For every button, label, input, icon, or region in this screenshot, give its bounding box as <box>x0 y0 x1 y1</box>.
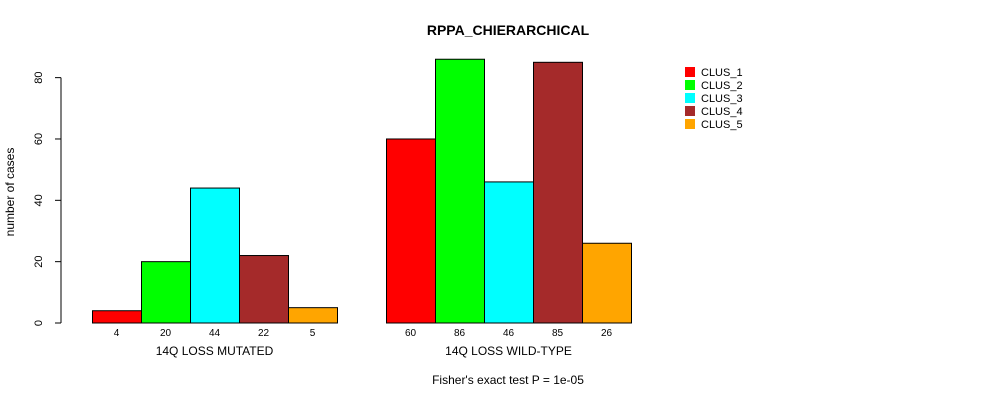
fisher-test-note: Fisher's exact test P = 1e-05 <box>432 373 584 387</box>
bar-count-label: 20 <box>160 328 172 339</box>
category-label: 14Q LOSS WILD-TYPE <box>445 344 572 358</box>
bar-count-label: 5 <box>310 328 316 339</box>
legend-label: CLUS_3 <box>701 93 743 105</box>
legend-label: CLUS_5 <box>701 119 743 131</box>
bar-clus-3-mutated <box>190 187 240 324</box>
bar-count-label: 60 <box>405 328 417 339</box>
bar-count-label: 46 <box>503 328 515 339</box>
chart-title: RPPA_CHIERARCHICAL <box>427 22 590 38</box>
bar-clus-5-wild-type <box>582 242 632 324</box>
bar-count-label: 26 <box>601 328 613 339</box>
bar-clus-4-wild-type <box>533 61 583 324</box>
bar-clus-2-mutated <box>141 261 191 324</box>
legend-swatch <box>685 67 695 77</box>
bar-clus-1-wild-type <box>386 138 436 324</box>
legend-swatch <box>685 106 695 116</box>
y-tick-label: 80 <box>33 72 45 84</box>
bar-count-label: 44 <box>209 328 221 339</box>
y-tick-label: 20 <box>33 256 45 268</box>
legend-label: CLUS_2 <box>701 80 743 92</box>
legend-swatch <box>685 80 695 90</box>
y-axis-label: number of cases <box>3 148 17 237</box>
legend-swatch <box>685 93 695 103</box>
bar-count-label: 86 <box>454 328 466 339</box>
category-label: 14Q LOSS MUTATED <box>156 344 274 358</box>
y-axis: 0 20 40 60 80 <box>33 72 62 326</box>
legend-swatch <box>685 119 695 129</box>
bar-clus-4-mutated <box>239 255 289 324</box>
y-tick-label: 60 <box>33 133 45 145</box>
bar-clus-2-wild-type <box>435 58 485 324</box>
bar-clus-5-mutated <box>288 307 338 324</box>
legend-label: CLUS_4 <box>701 106 743 118</box>
bar-count-label: 4 <box>114 328 120 339</box>
bar-clus-3-wild-type <box>484 181 534 324</box>
y-tick-label: 0 <box>33 320 45 326</box>
bar-count-label: 85 <box>552 328 564 339</box>
bars-group <box>92 58 632 324</box>
bar-count-label: 22 <box>258 328 270 339</box>
bar-clus-1-mutated <box>92 310 142 324</box>
legend-label: CLUS_1 <box>701 67 743 79</box>
labels-group: 4 20 44 22 5 14Q LOSS MUTATED 60 86 46 85 26 14Q LO… <box>114 328 613 358</box>
y-tick-label: 40 <box>33 194 45 206</box>
